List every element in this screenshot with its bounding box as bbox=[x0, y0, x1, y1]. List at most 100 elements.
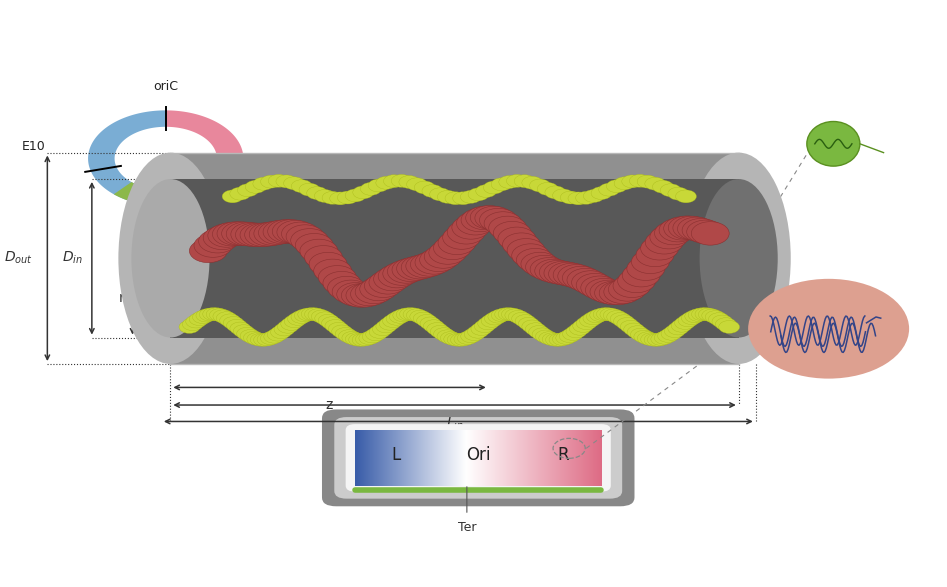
Circle shape bbox=[415, 251, 453, 274]
Circle shape bbox=[268, 220, 306, 243]
Circle shape bbox=[507, 174, 527, 187]
Text: $D_{out}$: $D_{out}$ bbox=[5, 250, 33, 266]
Circle shape bbox=[668, 187, 688, 200]
Circle shape bbox=[560, 330, 581, 343]
Circle shape bbox=[479, 208, 517, 232]
Circle shape bbox=[576, 317, 597, 330]
Circle shape bbox=[422, 184, 443, 197]
Circle shape bbox=[669, 216, 706, 239]
Circle shape bbox=[430, 188, 451, 201]
Circle shape bbox=[603, 309, 624, 322]
Circle shape bbox=[308, 309, 329, 322]
FancyBboxPatch shape bbox=[334, 417, 622, 499]
Circle shape bbox=[442, 226, 480, 249]
Circle shape bbox=[505, 309, 526, 322]
Text: r: r bbox=[118, 291, 124, 305]
Circle shape bbox=[664, 217, 702, 240]
Circle shape bbox=[406, 254, 444, 278]
Circle shape bbox=[337, 191, 358, 204]
Circle shape bbox=[659, 218, 697, 242]
Circle shape bbox=[540, 261, 578, 284]
Circle shape bbox=[238, 184, 259, 197]
Circle shape bbox=[515, 315, 536, 328]
Circle shape bbox=[529, 179, 550, 192]
Circle shape bbox=[277, 321, 298, 333]
Circle shape bbox=[257, 333, 277, 346]
Circle shape bbox=[691, 308, 712, 321]
Circle shape bbox=[493, 221, 531, 245]
Circle shape bbox=[291, 311, 312, 323]
Circle shape bbox=[325, 319, 346, 332]
Circle shape bbox=[677, 217, 715, 241]
Circle shape bbox=[521, 252, 559, 276]
Circle shape bbox=[179, 321, 200, 333]
Circle shape bbox=[651, 333, 671, 346]
Circle shape bbox=[241, 329, 261, 342]
Circle shape bbox=[292, 180, 313, 193]
Circle shape bbox=[637, 332, 658, 345]
Text: $D_{in}$: $D_{in}$ bbox=[63, 250, 83, 266]
Circle shape bbox=[537, 183, 558, 195]
Circle shape bbox=[522, 320, 543, 333]
Circle shape bbox=[549, 333, 570, 346]
Circle shape bbox=[420, 317, 441, 330]
Circle shape bbox=[254, 222, 292, 245]
Circle shape bbox=[539, 332, 560, 345]
Circle shape bbox=[471, 205, 509, 229]
Circle shape bbox=[284, 177, 305, 190]
Circle shape bbox=[687, 220, 724, 244]
Circle shape bbox=[263, 220, 301, 244]
Circle shape bbox=[226, 222, 264, 245]
Circle shape bbox=[217, 222, 255, 245]
Circle shape bbox=[508, 238, 545, 262]
Circle shape bbox=[637, 175, 658, 188]
Circle shape bbox=[456, 211, 494, 235]
Circle shape bbox=[376, 176, 397, 189]
Circle shape bbox=[355, 280, 393, 303]
Text: $L_{in}$: $L_{in}$ bbox=[446, 416, 463, 432]
Circle shape bbox=[445, 192, 466, 205]
Circle shape bbox=[652, 180, 673, 193]
Circle shape bbox=[434, 236, 472, 259]
Circle shape bbox=[196, 309, 217, 322]
Bar bbox=[170, 179, 739, 338]
Circle shape bbox=[361, 183, 382, 195]
Circle shape bbox=[183, 318, 204, 330]
Circle shape bbox=[634, 330, 654, 343]
Circle shape bbox=[297, 308, 318, 321]
Text: L: L bbox=[391, 446, 401, 464]
Circle shape bbox=[430, 325, 451, 338]
Circle shape bbox=[491, 309, 512, 322]
Circle shape bbox=[391, 174, 412, 187]
Circle shape bbox=[286, 225, 324, 248]
Circle shape bbox=[477, 317, 498, 330]
Circle shape bbox=[322, 191, 343, 204]
Circle shape bbox=[682, 218, 720, 242]
Circle shape bbox=[203, 308, 223, 321]
Circle shape bbox=[516, 248, 554, 272]
Circle shape bbox=[309, 252, 347, 276]
Circle shape bbox=[369, 271, 407, 294]
Circle shape bbox=[271, 326, 292, 339]
Circle shape bbox=[400, 308, 420, 321]
Circle shape bbox=[222, 222, 259, 245]
Circle shape bbox=[277, 220, 314, 244]
Circle shape bbox=[591, 187, 612, 200]
Circle shape bbox=[331, 325, 352, 338]
Circle shape bbox=[453, 192, 474, 205]
Circle shape bbox=[328, 276, 366, 300]
Circle shape bbox=[511, 244, 549, 267]
Text: A11: A11 bbox=[258, 192, 281, 205]
Circle shape bbox=[209, 309, 230, 322]
Circle shape bbox=[708, 313, 729, 326]
Circle shape bbox=[532, 328, 553, 341]
Circle shape bbox=[645, 177, 666, 190]
Circle shape bbox=[345, 189, 366, 202]
Circle shape bbox=[636, 243, 674, 266]
Circle shape bbox=[498, 227, 536, 251]
Circle shape bbox=[226, 319, 247, 332]
Circle shape bbox=[675, 190, 696, 203]
Circle shape bbox=[552, 333, 573, 346]
Circle shape bbox=[447, 333, 468, 346]
Circle shape bbox=[627, 326, 648, 339]
